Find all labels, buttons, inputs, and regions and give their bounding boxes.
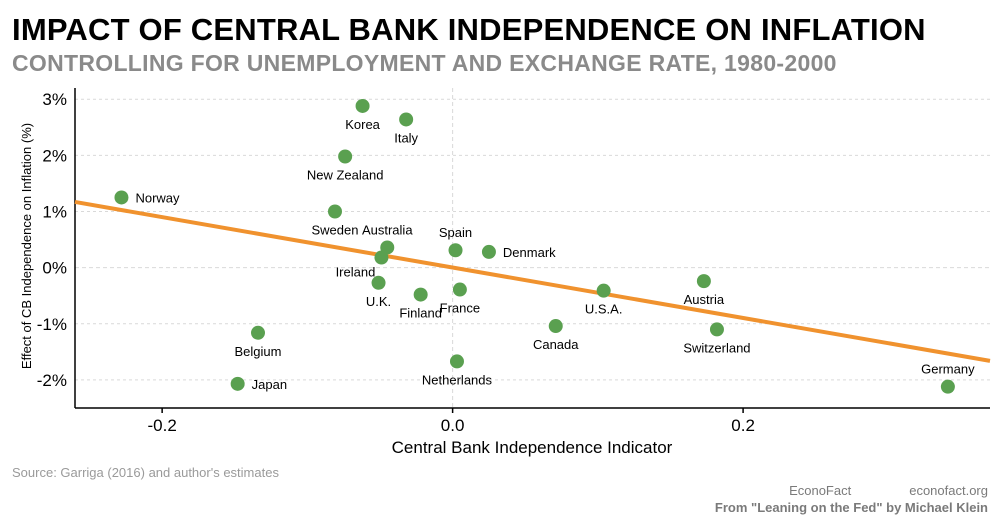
- trend-line-group: [74, 199, 991, 363]
- x-tick-label: 0.0: [441, 416, 465, 435]
- brand-name: EconoFact: [789, 483, 852, 498]
- point-label: U.K.: [366, 294, 391, 309]
- data-point: [338, 149, 353, 164]
- y-tick-label: -2%: [37, 371, 67, 390]
- y-tick-label: 2%: [42, 146, 67, 165]
- y-tick-label: 0%: [42, 259, 67, 278]
- point-label: France: [440, 301, 480, 316]
- data-point: [355, 98, 370, 113]
- y-tick-label: 3%: [42, 90, 67, 109]
- data-point: [371, 275, 386, 290]
- data-point: [230, 376, 245, 391]
- point-label: Australia: [362, 222, 413, 237]
- grid-lines: [75, 98, 990, 381]
- data-point: [449, 354, 464, 369]
- point-label: Norway: [135, 190, 180, 205]
- point-label: Ireland: [336, 265, 376, 280]
- y-tick-label: 1%: [42, 203, 67, 222]
- point-label: Germany: [921, 362, 975, 377]
- data-point: [399, 112, 414, 127]
- point-label: Japan: [252, 377, 287, 392]
- point-label: U.S.A.: [585, 302, 623, 317]
- y-axis-label: Effect of CB Independence on Inflation (…: [19, 123, 34, 369]
- data-point: [452, 282, 467, 297]
- point-label: Korea: [345, 117, 380, 132]
- x-tick-label: -0.2: [147, 416, 176, 435]
- brand-line: EconoFact econofact.org: [789, 483, 988, 498]
- data-point: [709, 322, 724, 337]
- x-tick-label: 0.2: [731, 416, 755, 435]
- reference-lines: [75, 88, 990, 408]
- data-point: [940, 379, 955, 394]
- x-axis-label: Central Bank Independence Indicator: [392, 438, 673, 457]
- data-point: [596, 283, 611, 298]
- axes: -2% -1% 0% 1% 2% 3% -0.2 0.0 0.2: [37, 88, 990, 435]
- data-point: [696, 274, 711, 289]
- point-label: Denmark: [503, 245, 556, 260]
- data-point: [548, 319, 563, 334]
- chart-subtitle: CONTROLLING FOR UNEMPLOYMENT AND EXCHANG…: [12, 50, 837, 76]
- point-label: Italy: [394, 130, 418, 145]
- point-label: Canada: [533, 337, 579, 352]
- data-point: [374, 250, 389, 265]
- point-label: Spain: [439, 225, 472, 240]
- point-label: Finland: [399, 306, 442, 321]
- data-point: [481, 244, 496, 259]
- point-labels: Korea Italy New Zealand Norway Sweden Austral…: [135, 117, 975, 392]
- data-point: [114, 190, 129, 205]
- point-label: New Zealand: [307, 167, 384, 182]
- data-point: [413, 287, 428, 302]
- data-point: [448, 243, 463, 258]
- source-note: Source: Garriga (2016) and author's esti…: [12, 465, 279, 480]
- point-label: Sweden: [311, 223, 358, 238]
- website-link[interactable]: econofact.org: [909, 483, 988, 498]
- point-label: Switzerland: [683, 340, 750, 355]
- point-label: Netherlands: [422, 372, 493, 387]
- y-tick-label: -1%: [37, 315, 67, 334]
- data-points: [114, 98, 955, 394]
- trend-line: [74, 199, 991, 363]
- article-credit: From "Leaning on the Fed" by Michael Kle…: [714, 500, 988, 515]
- point-label: Austria: [684, 292, 725, 307]
- chart-title: IMPACT OF CENTRAL BANK INDEPENDENCE ON I…: [12, 12, 926, 47]
- data-point: [327, 204, 342, 219]
- data-point: [251, 325, 265, 340]
- point-label: Belgium: [235, 344, 282, 359]
